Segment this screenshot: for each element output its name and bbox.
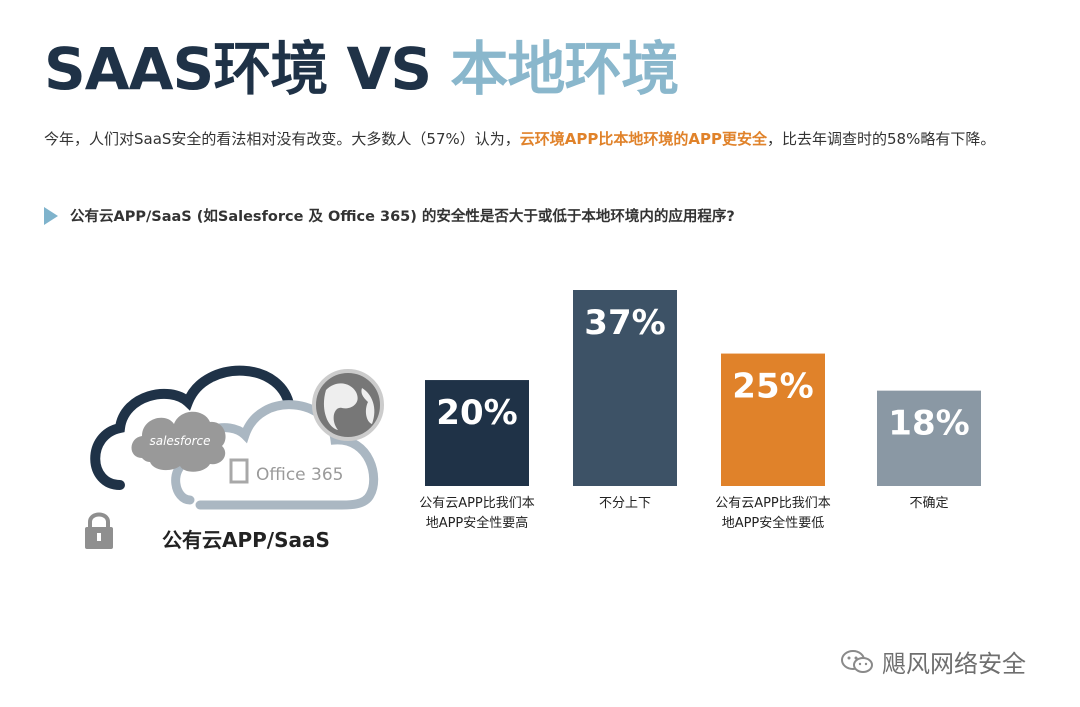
category-label-3-line-2: 地APP安全性要低 xyxy=(722,515,825,531)
survey-question: 公有云APP/SaaS (如Salesforce 及 Office 365) 的… xyxy=(44,205,735,226)
lock-icon xyxy=(85,512,113,549)
office-label: Office 365 xyxy=(256,465,343,485)
intro-text-before: 今年，人们对SaaS安全的看法相对没有改变。大多数人（57%）认为， xyxy=(44,130,520,148)
salesforce-logo: salesforce xyxy=(131,411,226,472)
title-part-1: SAAS环境 VS xyxy=(44,35,451,103)
title-part-2: 本地环境 xyxy=(450,35,679,103)
intro-highlight: 云环境APP比本地环境的APP更安全 xyxy=(519,130,767,148)
bar-value-label-1: 20% xyxy=(436,393,517,433)
bar-value-label-3: 25% xyxy=(732,367,813,407)
category-label-1-line-1: 公有云APP比我们本 xyxy=(419,496,535,511)
intro-paragraph: 今年，人们对SaaS安全的看法相对没有改变。大多数人（57%）认为，云环境APP… xyxy=(44,128,1034,150)
globe-icon xyxy=(312,369,384,441)
office-logo-icon xyxy=(229,458,249,484)
intro-text-after: ，比去年调查时的58%略有下降。 xyxy=(766,130,996,148)
watermark: 飓风网络安全 xyxy=(840,644,1026,679)
page-title: SAAS环境 VS 本地环境 xyxy=(44,34,679,104)
bar-value-label-4: 18% xyxy=(888,404,969,444)
category-label-3-line-1: 公有云APP比我们本 xyxy=(715,496,831,511)
triangle-bullet-icon xyxy=(44,206,58,225)
office-logo: Office 365 xyxy=(229,458,343,485)
category-label-2-line-1: 不分上下 xyxy=(599,496,651,511)
category-label-1-line-2: 地APP安全性要高 xyxy=(426,515,529,531)
bar-3 xyxy=(721,353,825,486)
category-label-4-line-1: 不确定 xyxy=(909,496,948,511)
cloud-illustration: salesforce Office 365 xyxy=(85,365,384,549)
bar-2 xyxy=(573,290,677,486)
watermark-text: 飓风网络安全 xyxy=(882,650,1026,678)
bar-value-label-2: 37% xyxy=(584,303,665,343)
survey-question-text: 公有云APP/SaaS (如Salesforce 及 Office 365) 的… xyxy=(70,209,735,225)
bar-1 xyxy=(425,380,529,486)
illustration-caption: 公有云APP/SaaS xyxy=(162,528,330,552)
salesforce-label: salesforce xyxy=(149,434,210,448)
wechat-icon xyxy=(841,649,873,673)
bar-4 xyxy=(877,390,981,486)
